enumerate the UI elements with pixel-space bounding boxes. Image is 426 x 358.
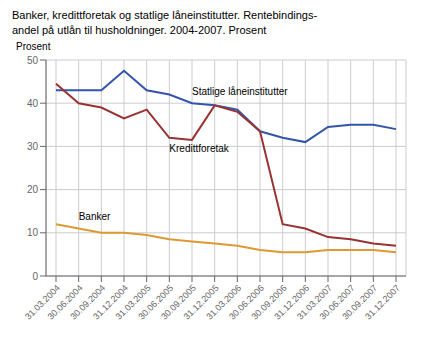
- svg-text:Statlige låneinstitutter: Statlige låneinstitutter: [192, 86, 288, 97]
- svg-text:30.06.2005: 30.06.2005: [136, 282, 176, 322]
- svg-text:31.03.2006: 31.03.2006: [204, 282, 244, 322]
- svg-text:30.06.2006: 30.06.2006: [227, 282, 266, 322]
- svg-text:10: 10: [27, 227, 39, 238]
- svg-text:31.12.2005: 31.12.2005: [181, 282, 221, 322]
- svg-text:31.03.2004: 31.03.2004: [23, 282, 62, 322]
- svg-text:40: 40: [27, 98, 39, 109]
- svg-text:30.06.2007: 30.06.2007: [317, 282, 357, 322]
- svg-text:31.03.2007: 31.03.2007: [295, 282, 334, 322]
- svg-text:Kredittforetak: Kredittforetak: [169, 143, 229, 154]
- html-text:Prosent: Prosent: [16, 41, 51, 52]
- svg-text:31.12.2007: 31.12.2007: [363, 283, 402, 322]
- svg-text:50: 50: [27, 55, 39, 66]
- html-text:Banker, kredittforetak og stat: Banker, kredittforetak og statlige lånei…: [12, 9, 318, 21]
- svg-text:Banker: Banker: [79, 211, 111, 222]
- svg-text:0: 0: [32, 271, 38, 282]
- svg-text:30: 30: [27, 141, 39, 152]
- html-text:andel på utlån til husholdning: andel på utlån til husholdninger. 2004-2…: [12, 24, 267, 36]
- svg-text:31.12.2006: 31.12.2006: [272, 282, 312, 322]
- svg-text:30.09.2006: 30.09.2006: [249, 282, 289, 322]
- svg-text:31.03.2005: 31.03.2005: [113, 282, 153, 322]
- svg-text:30.09.2005: 30.09.2005: [159, 282, 198, 322]
- svg-text:30.09.2007: 30.09.2007: [340, 282, 380, 322]
- svg-text:30.09.2004: 30.09.2004: [68, 282, 108, 322]
- svg-text:30.06.2004: 30.06.2004: [45, 282, 85, 322]
- svg-text:31.12.2004: 31.12.2004: [91, 282, 130, 322]
- svg-text:20: 20: [27, 184, 39, 195]
